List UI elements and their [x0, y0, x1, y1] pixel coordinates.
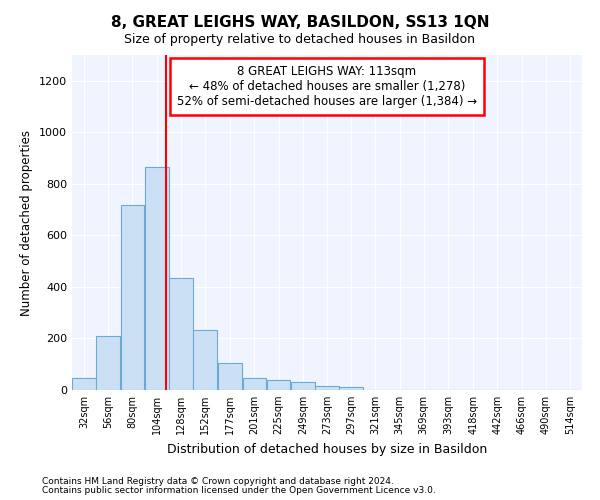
Text: Size of property relative to detached houses in Basildon: Size of property relative to detached ho… — [125, 32, 476, 46]
Text: 8, GREAT LEIGHS WAY, BASILDON, SS13 1QN: 8, GREAT LEIGHS WAY, BASILDON, SS13 1QN — [111, 15, 489, 30]
Bar — [242, 378, 266, 390]
Bar — [121, 205, 145, 390]
Bar — [97, 336, 120, 390]
Bar — [145, 167, 169, 390]
Bar — [315, 386, 339, 390]
Bar — [193, 330, 217, 390]
Bar — [291, 382, 314, 390]
Bar — [267, 380, 290, 390]
Y-axis label: Number of detached properties: Number of detached properties — [20, 130, 34, 316]
X-axis label: Distribution of detached houses by size in Basildon: Distribution of detached houses by size … — [167, 442, 487, 456]
Bar — [72, 378, 96, 390]
Bar — [340, 388, 363, 390]
Text: Contains HM Land Registry data © Crown copyright and database right 2024.: Contains HM Land Registry data © Crown c… — [42, 477, 394, 486]
Text: 8 GREAT LEIGHS WAY: 113sqm
← 48% of detached houses are smaller (1,278)
52% of s: 8 GREAT LEIGHS WAY: 113sqm ← 48% of deta… — [177, 65, 477, 108]
Text: Contains public sector information licensed under the Open Government Licence v3: Contains public sector information licen… — [42, 486, 436, 495]
Bar — [218, 364, 242, 390]
Bar — [169, 278, 193, 390]
